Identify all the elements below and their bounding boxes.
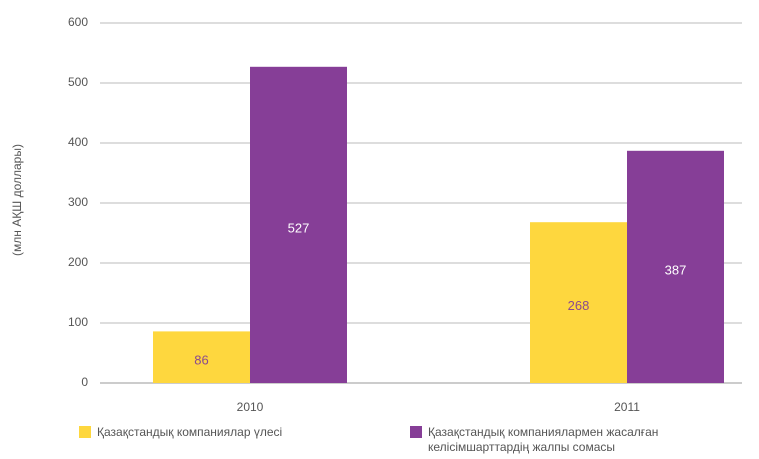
data-label: 86 bbox=[194, 353, 208, 368]
legend-swatch bbox=[79, 426, 91, 438]
bar bbox=[627, 150, 724, 383]
legend-label: Қазақстандық компаниялармен жасалған кел… bbox=[428, 425, 659, 454]
x-tick-label: 2011 bbox=[614, 400, 640, 414]
bar bbox=[530, 222, 627, 383]
legend-label: Қазақстандық компаниялар үлесі bbox=[97, 425, 283, 439]
legend-item: Қазақстандық компаниялар үлесі bbox=[79, 425, 379, 440]
bar bbox=[250, 66, 347, 384]
y-tick-label: 0 bbox=[81, 375, 88, 389]
legend-item: Қазақстандық компаниялармен жасалған кел… bbox=[410, 425, 680, 455]
y-tick-label: 100 bbox=[68, 315, 88, 329]
data-label: 387 bbox=[665, 262, 687, 277]
y-tick-label: 300 bbox=[68, 195, 88, 209]
y-tick-label: 600 bbox=[68, 15, 88, 29]
data-label: 527 bbox=[288, 220, 310, 235]
y-axis-label: (млн АҚШ доллары) bbox=[10, 144, 24, 256]
data-label: 268 bbox=[568, 298, 590, 313]
bar bbox=[153, 331, 250, 383]
x-tick-label: 2010 bbox=[237, 400, 264, 414]
y-tick-label: 400 bbox=[68, 135, 88, 149]
y-tick-label: 200 bbox=[68, 255, 88, 269]
y-tick-label: 500 bbox=[68, 75, 88, 89]
legend-swatch bbox=[410, 426, 422, 438]
